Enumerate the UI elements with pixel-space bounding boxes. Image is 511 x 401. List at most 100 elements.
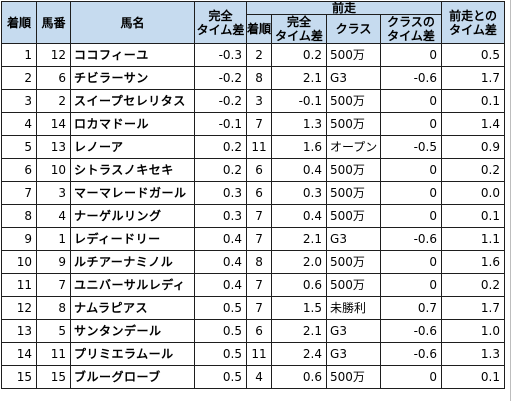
cell-time-diff[interactable]: 0.3 [194,181,247,205]
cell-rank[interactable]: 6 [1,158,37,182]
cell-prev-rank[interactable]: 6 [245,181,273,205]
cell-prev-rank[interactable]: 3 [245,89,273,113]
cell-post[interactable]: 6 [36,66,71,90]
cell-time-diff[interactable]: 0.2 [194,135,247,159]
cell-horse-name[interactable]: ユニバーサルレディ [70,273,195,297]
cell-rank[interactable]: 7 [1,181,37,205]
cell-class[interactable]: 500万 [326,112,382,136]
cell-class-time-diff[interactable]: -0.6 [380,319,443,343]
cell-prev-rank[interactable]: 6 [245,319,273,343]
cell-rank[interactable]: 5 [1,135,37,159]
cell-horse-name[interactable]: プリミエラムール [70,342,195,366]
cell-class-time-diff[interactable]: -0.6 [380,227,443,251]
cell-prev-time-diff[interactable]: 1.3 [271,112,328,136]
cell-class[interactable]: G3 [326,342,382,366]
cell-prev-rank[interactable]: 4 [245,365,273,389]
cell-post[interactable]: 14 [36,112,71,136]
cell-time-diff[interactable]: 0.5 [194,319,247,343]
cell-post[interactable]: 8 [36,296,71,320]
cell-post[interactable]: 9 [36,250,71,274]
cell-class-time-diff[interactable]: 0 [380,89,443,113]
cell-horse-name[interactable]: サンタンデール [70,319,195,343]
cell-vs-previous[interactable]: 0.9 [441,135,506,159]
cell-rank[interactable]: 1 [1,43,37,67]
cell-prev-time-diff[interactable]: 0.2 [271,43,328,67]
cell-vs-previous[interactable]: 1.1 [441,227,506,251]
cell-prev-time-diff[interactable]: 0.6 [271,273,328,297]
cell-prev-rank[interactable]: 7 [245,296,273,320]
cell-class[interactable]: 500万 [326,250,382,274]
cell-prev-rank[interactable]: 11 [245,342,273,366]
cell-time-diff[interactable]: 0.5 [194,342,247,366]
cell-vs-previous[interactable]: 0.2 [441,273,506,297]
cell-prev-time-diff[interactable]: -0.1 [271,89,328,113]
cell-vs-previous[interactable]: 0.1 [441,365,506,389]
cell-prev-rank[interactable]: 2 [245,43,273,67]
cell-time-diff[interactable]: 0.4 [194,273,247,297]
cell-rank[interactable]: 10 [1,250,37,274]
cell-class-time-diff[interactable]: 0 [380,181,443,205]
cell-horse-name[interactable]: レディードリー [70,227,195,251]
cell-rank[interactable]: 12 [1,296,37,320]
cell-prev-time-diff[interactable]: 2.1 [271,66,328,90]
cell-vs-previous[interactable]: 1.7 [441,66,506,90]
cell-class[interactable]: 500万 [326,273,382,297]
cell-class[interactable]: G3 [326,319,382,343]
cell-vs-previous[interactable]: 0.1 [441,204,506,228]
cell-rank[interactable]: 8 [1,204,37,228]
cell-vs-previous[interactable]: 1.7 [441,296,506,320]
cell-rank[interactable]: 4 [1,112,37,136]
cell-rank[interactable]: 14 [1,342,37,366]
cell-horse-name[interactable]: スイープセレリタス [70,89,195,113]
cell-time-diff[interactable]: -0.2 [194,66,247,90]
cell-class[interactable]: 500万 [326,204,382,228]
cell-rank[interactable]: 3 [1,89,37,113]
cell-vs-previous[interactable]: 1.4 [441,112,506,136]
cell-prev-time-diff[interactable]: 2.0 [271,250,328,274]
cell-prev-rank[interactable]: 11 [245,135,273,159]
cell-class[interactable]: 未勝利 [326,296,382,320]
cell-prev-rank[interactable]: 7 [245,204,273,228]
cell-post[interactable]: 4 [36,204,71,228]
cell-class[interactable]: 500万 [326,181,382,205]
cell-class[interactable]: 500万 [326,43,382,67]
cell-prev-rank[interactable]: 7 [245,273,273,297]
cell-rank[interactable]: 11 [1,273,37,297]
cell-horse-name[interactable]: ナーゲルリング [70,204,195,228]
cell-post[interactable]: 7 [36,273,71,297]
cell-class-time-diff[interactable]: -0.5 [380,135,443,159]
cell-post[interactable]: 2 [36,89,71,113]
cell-class[interactable]: 500万 [326,89,382,113]
cell-rank[interactable]: 9 [1,227,37,251]
cell-time-diff[interactable]: 0.4 [194,250,247,274]
cell-post[interactable]: 10 [36,158,71,182]
cell-class-time-diff[interactable]: 0.7 [380,296,443,320]
cell-class[interactable]: G3 [326,227,382,251]
cell-class-time-diff[interactable]: -0.6 [380,66,443,90]
cell-prev-time-diff[interactable]: 1.5 [271,296,328,320]
cell-class-time-diff[interactable]: 0 [380,112,443,136]
cell-prev-time-diff[interactable]: 0.6 [271,365,328,389]
cell-post[interactable]: 15 [36,365,71,389]
cell-vs-previous[interactable]: 1.3 [441,342,506,366]
cell-post[interactable]: 1 [36,227,71,251]
cell-horse-name[interactable]: ナムラピアス [70,296,195,320]
cell-vs-previous[interactable]: 0.2 [441,158,506,182]
cell-vs-previous[interactable]: 0.1 [441,89,506,113]
cell-class-time-diff[interactable]: 0 [380,365,443,389]
cell-time-diff[interactable]: -0.2 [194,89,247,113]
cell-prev-time-diff[interactable]: 2.1 [271,319,328,343]
cell-vs-previous[interactable]: 1.0 [441,319,506,343]
cell-prev-time-diff[interactable]: 0.4 [271,158,328,182]
cell-prev-rank[interactable]: 8 [245,250,273,274]
cell-prev-time-diff[interactable]: 0.3 [271,181,328,205]
cell-time-diff[interactable]: 0.2 [194,158,247,182]
cell-time-diff[interactable]: 0.3 [194,204,247,228]
cell-horse-name[interactable]: ブルーグローブ [70,365,195,389]
cell-class[interactable]: 500万 [326,158,382,182]
cell-horse-name[interactable]: ココフィーユ [70,43,195,67]
cell-class-time-diff[interactable]: -0.6 [380,342,443,366]
cell-class[interactable]: G3 [326,66,382,90]
cell-class-time-diff[interactable]: 0 [380,43,443,67]
cell-prev-time-diff[interactable]: 0.4 [271,204,328,228]
